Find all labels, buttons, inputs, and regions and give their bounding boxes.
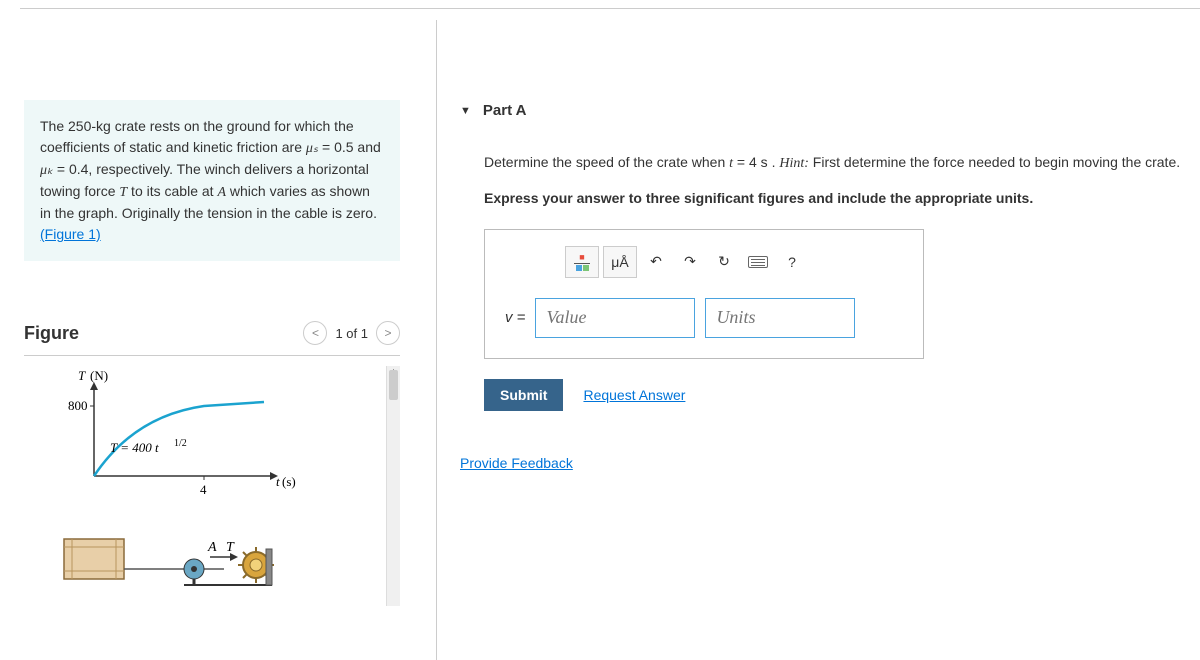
template-picker-button[interactable]: ■	[565, 246, 599, 278]
figure-link[interactable]: (Figure 1)	[40, 226, 101, 242]
submit-row: Submit Request Answer	[484, 379, 1200, 411]
force-chart: T (N) 800 4 t (s) T = 400 t 1/2	[24, 366, 324, 516]
svg-text:4: 4	[200, 482, 207, 497]
answer-input-row: v =	[505, 298, 903, 338]
answer-toolbar: ■ μÅ ↶ ↷ ↻ ?	[505, 246, 903, 278]
units-input[interactable]	[705, 298, 855, 338]
special-chars-button[interactable]: μÅ	[603, 246, 637, 278]
svg-text:T = 400 t: T = 400 t	[110, 440, 159, 455]
question-text: Determine the speed of the crate when t …	[484, 151, 1200, 175]
left-panel: The 250-kg crate rests on the ground for…	[0, 0, 420, 660]
keyboard-button[interactable]	[743, 246, 773, 278]
svg-text:800: 800	[68, 398, 88, 413]
redo-button[interactable]: ↷	[675, 246, 705, 278]
help-button[interactable]: ?	[777, 246, 807, 278]
svg-text:(N): (N)	[90, 368, 108, 383]
svg-text:(s): (s)	[282, 474, 296, 489]
variable-label: v =	[505, 309, 525, 326]
crate-winch-diagram: A T	[24, 519, 324, 599]
svg-text:T: T	[226, 540, 235, 555]
right-panel: ▼ Part A Determine the speed of the crat…	[420, 0, 1200, 660]
feedback-row: Provide Feedback	[460, 455, 1200, 471]
problem-statement: The 250-kg crate rests on the ground for…	[24, 100, 400, 261]
submit-button[interactable]: Submit	[484, 379, 563, 411]
pager-text: 1 of 1	[335, 326, 368, 341]
svg-text:A: A	[207, 540, 217, 555]
prev-figure-button[interactable]: <	[303, 321, 327, 345]
problem-text: The 250-kg crate rests on the ground for…	[40, 118, 381, 221]
part-header: ▼ Part A	[460, 94, 1200, 127]
provide-feedback-link[interactable]: Provide Feedback	[460, 455, 573, 471]
svg-text:T: T	[78, 368, 86, 383]
answer-box: ■ μÅ ↶ ↷ ↻ ? v =	[484, 229, 924, 359]
figure-body: T (N) 800 4 t (s) T = 400 t 1/2	[24, 366, 400, 606]
figure-scrollbar[interactable]: ▴	[386, 366, 400, 606]
svg-text:t: t	[276, 474, 280, 489]
part-title: Part A	[483, 102, 527, 119]
reset-button[interactable]: ↻	[709, 246, 739, 278]
next-figure-button[interactable]: >	[376, 321, 400, 345]
figure-pager: < 1 of 1 >	[303, 321, 400, 345]
value-input[interactable]	[535, 298, 695, 338]
figure-section: Figure < 1 of 1 >	[24, 321, 400, 606]
svg-text:1/2: 1/2	[174, 438, 187, 449]
instruction-text: Express your answer to three significant…	[484, 189, 1200, 209]
undo-button[interactable]: ↶	[641, 246, 671, 278]
panel-divider	[436, 20, 437, 660]
collapse-icon[interactable]: ▼	[460, 105, 471, 117]
request-answer-link[interactable]: Request Answer	[583, 387, 685, 403]
figure-title: Figure	[24, 323, 79, 344]
